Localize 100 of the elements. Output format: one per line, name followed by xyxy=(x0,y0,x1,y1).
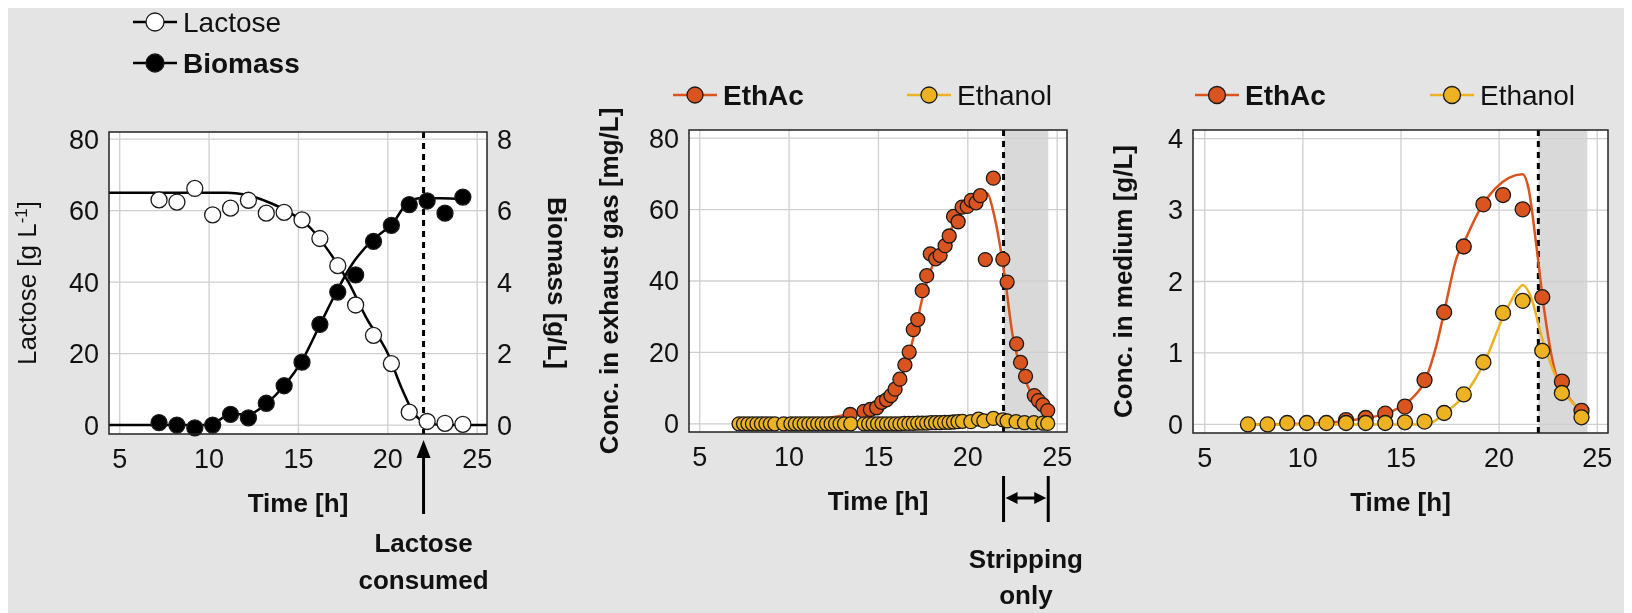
point xyxy=(1455,386,1472,403)
point xyxy=(995,251,1011,267)
y2-tick-label: 2 xyxy=(497,339,513,370)
point xyxy=(346,266,365,284)
point xyxy=(454,188,472,206)
y-tick-label: 0 xyxy=(663,409,679,440)
y-tick-label: 20 xyxy=(68,339,99,370)
point xyxy=(311,315,329,333)
point xyxy=(382,216,401,234)
point xyxy=(150,191,168,209)
point xyxy=(436,204,454,222)
point xyxy=(999,274,1015,290)
x-tick-label: 10 xyxy=(194,444,225,474)
point xyxy=(897,357,913,373)
point xyxy=(985,170,1002,186)
point xyxy=(275,203,293,222)
point xyxy=(329,257,347,275)
legend-label: Ethanol xyxy=(1480,80,1575,112)
y-tick-label: 80 xyxy=(648,123,679,154)
point xyxy=(418,192,436,210)
point xyxy=(1008,336,1025,352)
x-tick-label: 25 xyxy=(1042,442,1073,472)
x-tick-label: 15 xyxy=(283,444,314,474)
x-axis-title: Time [h] xyxy=(247,488,349,518)
point xyxy=(892,371,908,387)
point xyxy=(1017,368,1034,384)
point xyxy=(454,415,472,433)
x-tick-label: 15 xyxy=(863,442,894,472)
y2-tick-label: 0 xyxy=(497,410,513,441)
point xyxy=(1534,342,1551,359)
point xyxy=(329,283,347,301)
text: Lactose consumed xyxy=(358,528,489,595)
legend-label: EthAc xyxy=(1245,80,1326,112)
point xyxy=(311,229,329,248)
point xyxy=(400,403,418,421)
point xyxy=(346,296,365,314)
y-axis-title: Conc. in medium [g/L] xyxy=(1108,145,1138,418)
point xyxy=(914,282,930,299)
point xyxy=(239,409,258,427)
point xyxy=(1416,413,1433,430)
y2-tick-label: 8 xyxy=(497,124,513,155)
x-axis-title: Time [h] xyxy=(827,486,929,516)
point xyxy=(977,251,993,268)
point xyxy=(1012,354,1029,371)
y-tick-label: 0 xyxy=(83,410,99,441)
point xyxy=(1040,402,1056,419)
point xyxy=(1436,404,1453,422)
point xyxy=(382,354,401,373)
x-tick-label: 5 xyxy=(112,444,128,474)
y2-axis-title: Biomass [g/L] xyxy=(542,197,572,369)
legend-label: EthAc xyxy=(723,80,804,112)
y-tick-label: 2 xyxy=(1167,266,1183,297)
y-tick-label: 1 xyxy=(1167,338,1183,369)
point xyxy=(1534,289,1551,306)
point xyxy=(843,416,859,432)
point xyxy=(1377,414,1394,432)
point xyxy=(257,204,275,222)
point xyxy=(204,206,222,224)
point xyxy=(275,377,293,395)
x-tick-label: 20 xyxy=(952,442,983,472)
point xyxy=(150,413,168,432)
legend-label: Ethanol xyxy=(957,80,1052,112)
y2-tick-label: 4 xyxy=(497,267,513,298)
x-tick-label: 25 xyxy=(1582,443,1613,473)
point xyxy=(204,416,222,434)
point xyxy=(436,414,454,432)
point xyxy=(293,211,311,229)
point xyxy=(1475,354,1492,371)
y-tick-label: 3 xyxy=(1167,195,1183,226)
x-tick-label: 20 xyxy=(1484,443,1515,473)
x-tick-label: 10 xyxy=(1287,443,1318,473)
point xyxy=(1259,416,1276,433)
point xyxy=(1436,304,1453,321)
point xyxy=(1514,292,1531,309)
point xyxy=(418,412,436,431)
point xyxy=(1279,414,1296,432)
point xyxy=(1298,414,1315,432)
point xyxy=(1455,238,1472,255)
point xyxy=(1239,416,1257,433)
x-tick-label: 5 xyxy=(1197,443,1213,473)
point xyxy=(941,228,957,244)
x-tick-label: 5 xyxy=(692,442,708,472)
y-tick-label: 40 xyxy=(648,266,679,297)
y-tick-label: 60 xyxy=(648,195,679,226)
legend-label: Lactose xyxy=(183,7,282,39)
point xyxy=(168,416,186,434)
y-tick-label: 80 xyxy=(68,124,99,155)
point xyxy=(1396,398,1414,415)
point xyxy=(972,188,988,204)
point xyxy=(1396,414,1414,431)
point xyxy=(1040,415,1056,432)
point xyxy=(1494,186,1512,204)
point xyxy=(239,191,258,209)
point xyxy=(186,179,204,198)
point xyxy=(221,405,240,423)
x-axis-title: Time [h] xyxy=(1350,487,1451,517)
point xyxy=(257,394,275,412)
point xyxy=(1573,409,1590,426)
y-tick-label: 20 xyxy=(648,337,679,368)
text: Stripping only xyxy=(968,544,1083,610)
